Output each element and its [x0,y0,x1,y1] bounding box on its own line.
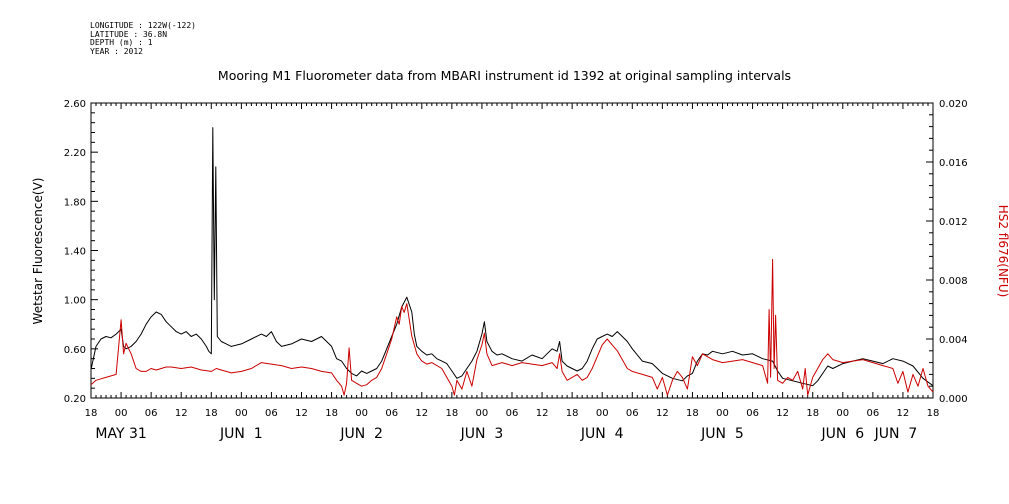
x-tick-label: 06 [746,408,759,419]
x-tick-label: 18 [325,408,338,419]
series-line-wetstar [90,127,934,387]
x-day-label: JUN 7 [874,426,918,442]
y-tick-label-left: 0.20 [64,394,86,405]
y-tick-label-left: 2.60 [64,99,86,110]
x-tick-label: 00 [355,408,368,419]
x-day-label: MAY 31 [95,426,146,442]
y-tick-label-right: 0.016 [939,158,968,169]
x-tick-label: 18 [445,408,458,419]
x-tick-label: 06 [145,408,158,419]
x-tick-label: 06 [265,408,278,419]
x-tick-label: 06 [626,408,639,419]
x-day-label: JUN 1 [219,426,263,442]
y-axis-label-right: HS2 fl676(NFU) [996,205,1009,298]
x-tick-label: 00 [596,408,609,419]
series-line-hs2 [90,258,934,396]
plot-border [90,102,934,399]
x-tick-label: 00 [836,408,849,419]
x-tick-label: 06 [866,408,879,419]
x-tick-label: 12 [175,408,188,419]
y-tick-label-left: 0.60 [64,345,86,356]
x-tick-label: 18 [566,408,579,419]
meta-year: YEAR : 2012 [90,46,143,56]
x-tick-label: 00 [235,408,248,419]
y-tick-label-left: 1.80 [64,197,86,208]
x-day-label: JUN 2 [339,426,383,442]
x-day-label: JUN 6 [820,426,864,442]
y-tick-label-right: 0.004 [939,335,968,346]
meta-latitude: LATITUDE : 36.8N [90,29,168,39]
y-tick-label-left: 1.00 [64,296,86,307]
x-tick-label: 12 [415,408,428,419]
y-tick-label-left: 2.20 [64,148,86,159]
x-tick-label: 12 [897,408,910,419]
x-tick-label: 12 [536,408,549,419]
x-tick-label: 06 [385,408,398,419]
x-tick-label: 00 [476,408,489,419]
x-tick-label: 06 [506,408,519,419]
x-tick-label: 18 [806,408,819,419]
x-tick-label: 12 [776,408,789,419]
x-tick-label: 12 [295,408,308,419]
meta-longitude: LONGITUDE : 122W(-122) [90,21,196,30]
y-axis-label-left: Wetstar Fluorescence(V) [31,178,45,325]
x-day-label: JUN 3 [460,426,504,442]
y-tick-label-left: 1.40 [64,247,86,258]
plot-frame [90,102,934,399]
x-day-label: JUN 4 [580,426,624,442]
x-tick-label: 00 [115,408,128,419]
meta-depth: DEPTH (m) : 1 [90,38,153,47]
x-tick-label: 12 [656,408,669,419]
chart-title: Mooring M1 Fluorometer data from MBARI i… [217,68,792,83]
metadata-block: LONGITUDE : 122W(-122) LATITUDE : 36.8N … [90,21,196,56]
x-tick-label: 00 [716,408,729,419]
y-tick-label-right: 0.008 [939,276,968,287]
x-tick-label: 18 [686,408,699,419]
x-tick-label: 18 [205,408,218,419]
x-tick-label: 18 [927,408,940,419]
x-day-label: JUN 5 [700,426,744,442]
axis-ticks: 18 00 06 12 18 00 06 12 18 00 06 12 18 00 06 12 18 00 06 12… [64,99,968,442]
y-tick-label-right: 0.020 [939,99,968,110]
y-tick-label-right: 0.012 [939,217,968,228]
series-wetstar [90,127,934,387]
y-tick-label-right: 0.000 [939,394,968,405]
x-tick-label: 18 [85,408,98,419]
series-hs2 [90,258,934,396]
